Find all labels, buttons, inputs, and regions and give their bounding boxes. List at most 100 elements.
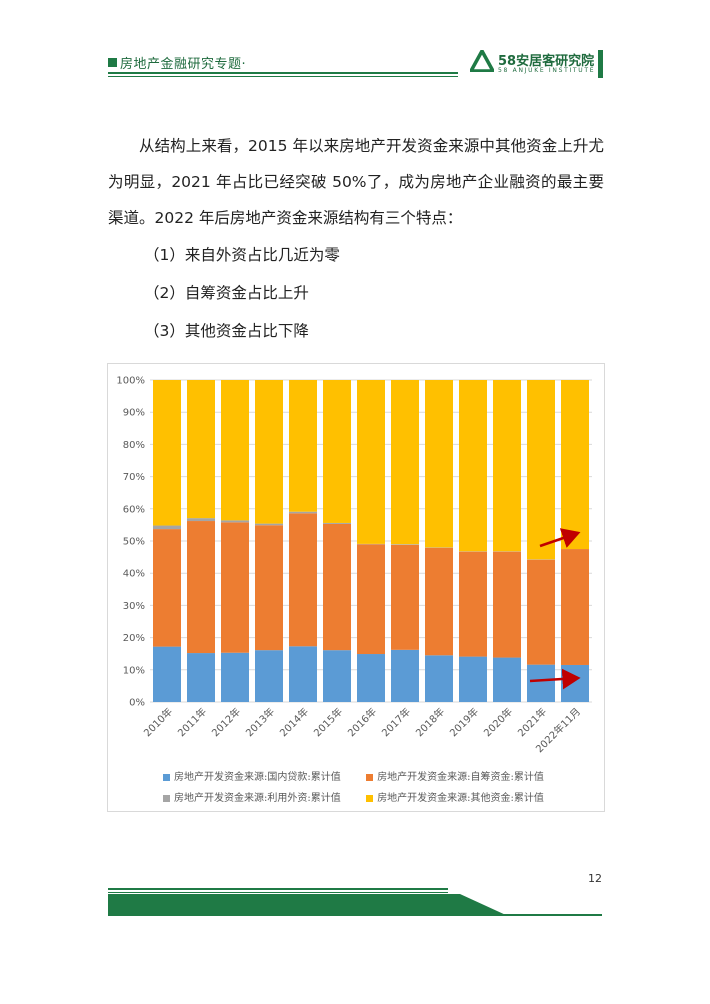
bar-segment — [493, 657, 521, 702]
x-tick-label: 2017年 — [379, 705, 413, 739]
bar-segment — [357, 544, 385, 655]
bar-segment — [187, 521, 215, 654]
bar-segment — [289, 513, 317, 647]
x-tick-label: 2018年 — [413, 705, 447, 739]
bar-segment — [323, 522, 351, 524]
y-tick-label: 80% — [123, 440, 145, 451]
y-tick-label: 100% — [116, 376, 145, 387]
page-number: 12 — [588, 872, 602, 885]
bar-segment — [357, 654, 385, 702]
list-item: （1）来自外资占比几近为零 — [144, 246, 340, 264]
x-tick-label: 2016年 — [345, 705, 379, 739]
bar-segment — [391, 544, 419, 650]
x-tick-label: 2010年 — [141, 705, 175, 739]
bar-segment — [221, 522, 249, 653]
legend-item: 房地产开发资金来源:国内贷款:累计值 — [163, 768, 363, 783]
bar-segment — [187, 653, 215, 702]
annotation-arrow — [529, 668, 581, 690]
footer-band — [108, 894, 602, 916]
bar-segment — [187, 380, 215, 519]
y-tick-label: 50% — [123, 537, 145, 548]
header-rule — [108, 72, 458, 74]
bar-segment — [289, 646, 317, 702]
bar-segment — [357, 380, 385, 544]
list-item: （2）自筹资金占比上升 — [144, 284, 309, 302]
x-tick-label: 2020年 — [481, 705, 515, 739]
chart-container: 0% 10% 20% 30% 40% 50% 60% 70% 80% 90% 100% 2010年 20… — [107, 363, 605, 812]
footer-rule — [108, 888, 448, 890]
triangle-logo-icon — [470, 50, 494, 72]
bar-segment — [289, 380, 317, 512]
bar-segment — [459, 656, 487, 702]
bar-segment — [221, 652, 249, 702]
bar-segment — [391, 649, 419, 702]
logo-bar — [598, 50, 603, 78]
legend-item: 房地产开发资金来源:自筹资金:累计值 — [366, 768, 566, 783]
legend-swatch — [163, 795, 170, 802]
bar-segment — [153, 380, 181, 526]
bar-segment — [323, 380, 351, 523]
y-tick-label: 0% — [129, 698, 145, 709]
legend-swatch — [366, 774, 374, 781]
bar-segment — [561, 664, 589, 702]
legend-label: 房地产开发资金来源:国内贷款:累计值 — [174, 772, 341, 783]
legend-swatch — [366, 795, 374, 802]
header-square-icon — [108, 58, 117, 67]
bar-segment — [221, 380, 249, 521]
bar-segment — [289, 511, 317, 514]
body-paragraph: 从结构上来看，2015 年以来房地产开发资金来源中其他资金上升尤为明显，2021… — [108, 137, 604, 227]
bar-segment — [221, 520, 249, 523]
bar-segment — [255, 523, 283, 526]
bar-segment — [459, 380, 487, 552]
legend-label: 房地产开发资金来源:自筹资金:累计值 — [377, 772, 544, 783]
bar-segment — [493, 380, 521, 552]
legend-swatch — [163, 774, 170, 781]
legend-item: 房地产开发资金来源:利用外资:累计值 — [163, 789, 363, 804]
bar-segment — [391, 380, 419, 545]
annotation-arrow — [539, 528, 581, 548]
bar-segment — [425, 547, 453, 656]
y-tick-label: 90% — [123, 408, 145, 419]
y-tick-label: 60% — [123, 504, 145, 515]
bar-segment — [187, 518, 215, 522]
bar-segment — [561, 549, 589, 665]
y-tick-label: 30% — [123, 601, 145, 612]
bar-segment — [323, 523, 351, 651]
header-rule-thin — [108, 76, 458, 77]
x-tick-label: 2015年 — [311, 705, 345, 739]
bar-segment — [561, 380, 589, 550]
chart-legend: 房地产开发资金来源:国内贷款:累计值 房地产开发资金来源:自筹资金:累计值 房地… — [163, 768, 583, 810]
bar-segment — [255, 380, 283, 524]
bar-segment — [153, 646, 181, 702]
stacked-bar-chart: 0%10%20%30%40%50%60%70%80%90%100%2010年 20… — [116, 376, 592, 755]
logo-name: 58安居客研究院 — [498, 54, 595, 69]
bar-segment — [153, 529, 181, 647]
y-tick-label: 10% — [123, 665, 145, 676]
footer-rule-thin — [108, 892, 448, 893]
bar-segment — [459, 551, 487, 657]
bar-segment — [425, 655, 453, 702]
bar-segment — [323, 650, 351, 702]
bar-segment — [527, 380, 555, 560]
page-header: 房地产金融研究专题· 58安居客研究院 58 ANJUKE INSTITUTE — [0, 0, 710, 90]
x-tick-label: 2019年 — [447, 705, 481, 739]
bar-segment — [493, 551, 521, 658]
x-tick-label: 2014年 — [277, 705, 311, 739]
header-title: 房地产金融研究专题· — [120, 57, 247, 72]
legend-label: 房地产开发资金来源:其他资金:累计值 — [377, 793, 544, 804]
bar-segment — [153, 525, 181, 530]
bar-segment — [527, 559, 555, 665]
x-tick-label: 2012年 — [209, 705, 243, 739]
bar-segment — [255, 650, 283, 702]
bar-segment — [391, 544, 419, 545]
x-tick-label: 2013年 — [243, 705, 277, 739]
x-tick-label: 2011年 — [175, 705, 209, 739]
legend-label: 房地产开发资金来源:利用外资:累计值 — [174, 793, 341, 804]
bar-segment — [527, 664, 555, 702]
legend-item: 房地产开发资金来源:其他资金:累计值 — [366, 789, 566, 804]
body-text: 从结构上来看，2015 年以来房地产开发资金来源中其他资金上升尤为明显，2021… — [108, 128, 604, 350]
y-tick-label: 20% — [123, 633, 145, 644]
list-item: （3）其他资金占比下降 — [144, 322, 309, 340]
x-tick-label: 2021年 — [515, 705, 549, 739]
bar-segment — [425, 380, 453, 548]
